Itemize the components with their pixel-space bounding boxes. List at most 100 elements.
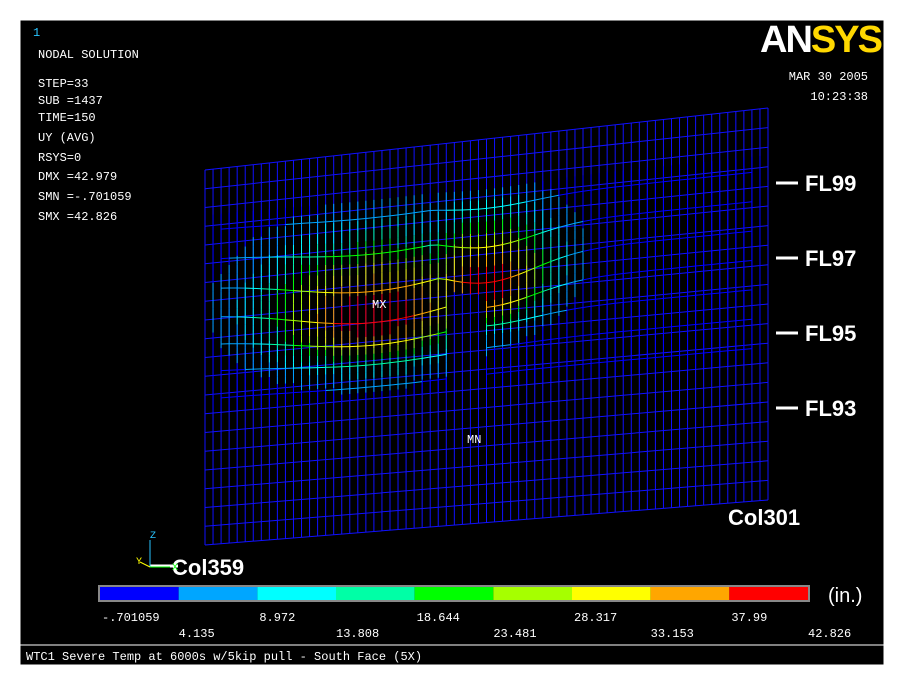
date: MAR 30 2005	[789, 70, 868, 84]
contour-line	[526, 316, 535, 320]
contour-line	[566, 308, 576, 311]
contour-line	[631, 271, 640, 274]
contour-line	[623, 330, 632, 332]
contour-line	[566, 335, 576, 338]
contour-line	[743, 289, 752, 292]
contour-line	[518, 369, 527, 372]
contour-line	[558, 283, 568, 287]
contour-line	[373, 385, 382, 388]
contour-line	[639, 328, 648, 331]
contour-line	[671, 208, 680, 211]
contour-line	[607, 274, 616, 277]
legend-bin	[493, 587, 572, 600]
contour-line	[365, 364, 374, 366]
contour-line	[566, 281, 576, 285]
contour-line	[406, 359, 415, 362]
contour-line	[261, 225, 270, 227]
contour-line	[357, 386, 366, 389]
contour-line	[663, 209, 672, 212]
contour-line	[647, 327, 656, 330]
contour-line	[671, 325, 680, 328]
contour-line	[397, 285, 407, 289]
contour-line	[349, 365, 358, 367]
contour-line	[623, 243, 632, 246]
contour-line	[671, 354, 680, 357]
contour-line	[711, 351, 720, 353]
contour-line	[470, 208, 479, 211]
contour-line	[325, 389, 334, 392]
contour-line	[607, 186, 616, 189]
contour-line	[550, 226, 560, 231]
legend-bin	[336, 587, 415, 600]
contour-line	[430, 379, 439, 382]
contour-line	[381, 342, 391, 345]
contour-line	[397, 316, 407, 320]
contour-line	[277, 318, 286, 321]
contour-line	[695, 235, 704, 238]
contour-line	[574, 221, 584, 224]
contour-line	[703, 205, 712, 208]
contour-line	[623, 272, 632, 275]
contour-line	[309, 221, 318, 224]
mesh-line	[204, 146, 769, 208]
contour-line	[687, 353, 696, 355]
footer-box	[19, 644, 885, 666]
contour-line	[357, 217, 366, 220]
contour-line	[438, 331, 447, 335]
contour-line	[526, 199, 535, 203]
contour-line	[269, 393, 278, 395]
contour-line	[261, 317, 270, 320]
contour-line	[534, 290, 543, 295]
contour-line	[582, 362, 592, 365]
contour-line	[414, 336, 423, 340]
contour-line	[486, 281, 495, 284]
contour-line	[349, 254, 358, 257]
contour-line	[599, 187, 608, 190]
contour-line	[655, 297, 664, 300]
contour-line	[237, 226, 246, 229]
contour-line	[365, 344, 374, 347]
info-line: SMX =42.826	[38, 210, 117, 224]
contour-line	[687, 265, 696, 268]
contour-line	[743, 201, 752, 204]
contour-line	[574, 250, 584, 254]
contour-line	[357, 254, 366, 256]
contour-line	[703, 322, 712, 325]
floor-label: FL97	[805, 246, 856, 271]
contour-line	[438, 306, 447, 310]
info-line: SMN =-.701059	[38, 190, 132, 204]
contour-line	[647, 356, 656, 359]
contour-line	[486, 305, 495, 308]
contour-line	[679, 295, 688, 298]
contour-line	[542, 196, 551, 199]
contour-line	[365, 386, 374, 388]
legend-label: 13.808	[336, 627, 379, 641]
contour-line	[414, 357, 423, 361]
contour-line	[647, 298, 656, 301]
contour-line	[599, 303, 608, 306]
contour-line	[406, 382, 415, 384]
legend-bin	[414, 587, 494, 600]
contour-line	[607, 360, 616, 363]
contour-line	[494, 371, 503, 374]
contour-line	[631, 212, 640, 215]
contour-line	[301, 391, 310, 393]
contour-line	[486, 324, 495, 327]
contour-line	[727, 202, 736, 205]
contour-line	[389, 383, 399, 386]
contour-line	[494, 244, 503, 247]
mesh-line	[204, 499, 769, 546]
contour-line	[430, 278, 439, 282]
contour-line	[743, 318, 752, 321]
logo: ANSYS	[760, 19, 882, 61]
contour-line	[349, 218, 358, 221]
contour-line	[582, 334, 592, 337]
contour-line	[422, 311, 431, 315]
contour-line	[615, 273, 624, 276]
contour-line	[502, 302, 511, 306]
contour-line	[438, 378, 447, 381]
mesh-line	[204, 127, 769, 190]
contour-line	[381, 384, 391, 387]
